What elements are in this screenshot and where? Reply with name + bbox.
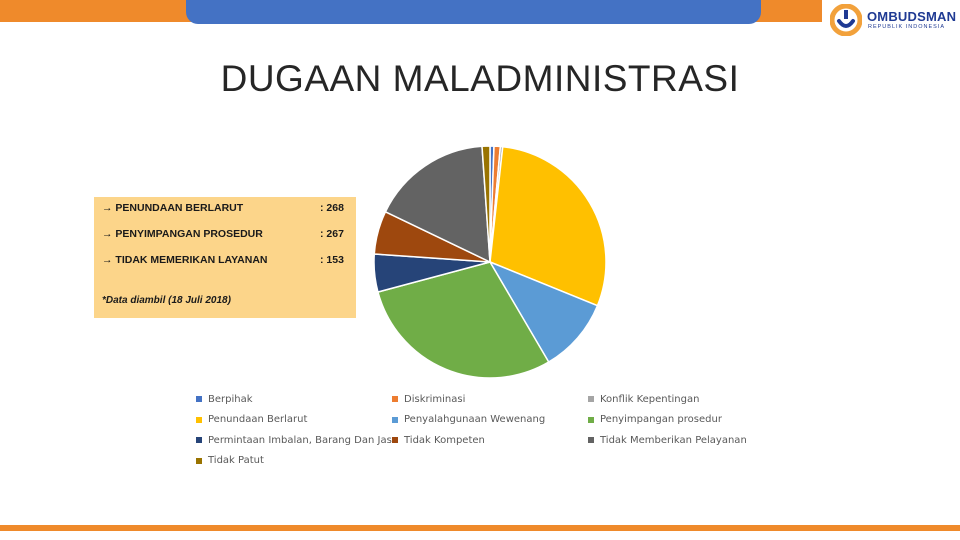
legend-item: Penyimpangan prosedur [588, 412, 722, 428]
legend-item: Diskriminasi [392, 391, 465, 407]
legend-swatch [196, 396, 202, 402]
info-row-label: → PENUNDAAN BERLARUT [102, 202, 244, 214]
pie-chart [373, 145, 607, 379]
legend-item: Tidak Patut [196, 453, 264, 469]
page-title: DUGAAN MALADMINISTRASI [220, 58, 740, 99]
legend-item: Permintaan Imbalan, Barang Dan Jasa [196, 432, 398, 448]
info-row: → TIDAK MEMERIKAN LAYANAN : 153 [102, 254, 344, 266]
legend-item: Penyalahgunaan Wewenang [392, 412, 545, 428]
legend-label: Penyimpangan prosedur [600, 414, 722, 425]
legend-swatch [588, 416, 594, 423]
legend-swatch [196, 416, 202, 423]
logo-subtitle: REPUBLIK INDONESIA [868, 24, 945, 30]
legend-label: Tidak Patut [208, 455, 264, 466]
info-row: → PENYIMPANGAN PROSEDUR : 267 [102, 228, 344, 240]
legend-label: Diskriminasi [404, 393, 466, 405]
info-note: *Data diambil (18 Juli 2018) [102, 295, 231, 306]
info-row-label: → TIDAK MEMERIKAN LAYANAN [102, 254, 268, 266]
legend-item: Konflik Kepentingan [588, 391, 699, 407]
legend-label: Berpihak [208, 393, 253, 405]
info-box: → PENUNDAAN BERLARUT : 268 → PENYIMPANGA… [94, 197, 356, 318]
legend-swatch [392, 416, 398, 423]
info-row-value: : 268 [320, 202, 344, 214]
pie-slice [488, 260, 599, 364]
pie-slice [384, 145, 491, 264]
pie-slice [489, 145, 607, 307]
legend-swatch [196, 437, 202, 443]
ombudsman-logo: OMBUDSMAN REPUBLIK INDONESIA [822, 0, 960, 40]
legend-item: Penundaan Berlarut [196, 412, 307, 428]
ombudsman-emblem-icon [830, 4, 862, 36]
legend-label: Penyalahgunaan Wewenang [404, 414, 546, 425]
info-row-value: : 153 [320, 254, 344, 266]
bottom-accent-bar [0, 525, 960, 531]
legend-label: Permintaan Imbalan, Barang Dan Jasa [208, 434, 398, 446]
legend-label: Konflik Kepentingan [600, 393, 700, 405]
legend-swatch [588, 437, 594, 443]
pie-slice [481, 145, 491, 263]
top-title-bar [186, 0, 761, 24]
legend-item: Tidak Kompeten [392, 432, 485, 448]
legend-label: Tidak Kompeten [404, 434, 485, 446]
legend-label: Penundaan Berlarut [208, 414, 308, 425]
legend-swatch [588, 396, 594, 402]
legend-item: Berpihak [196, 391, 253, 407]
legend-item: Tidak Memberikan Pelayanan [588, 432, 747, 448]
legend-label: Tidak Memberikan Pelayanan [600, 434, 747, 446]
chart-legend: Berpihak Diskriminasi Konflik Kepentingan P… [196, 391, 776, 481]
legend-swatch [196, 457, 202, 464]
legend-swatch [392, 437, 398, 443]
info-row-label: → PENYIMPANGAN PROSEDUR [102, 228, 263, 240]
info-row-value: : 267 [320, 228, 344, 240]
pie-slice [377, 261, 550, 379]
info-row: → PENUNDAAN BERLARUT : 268 [102, 202, 344, 214]
legend-swatch [392, 396, 398, 402]
logo-name: OMBUDSMAN [867, 9, 957, 24]
